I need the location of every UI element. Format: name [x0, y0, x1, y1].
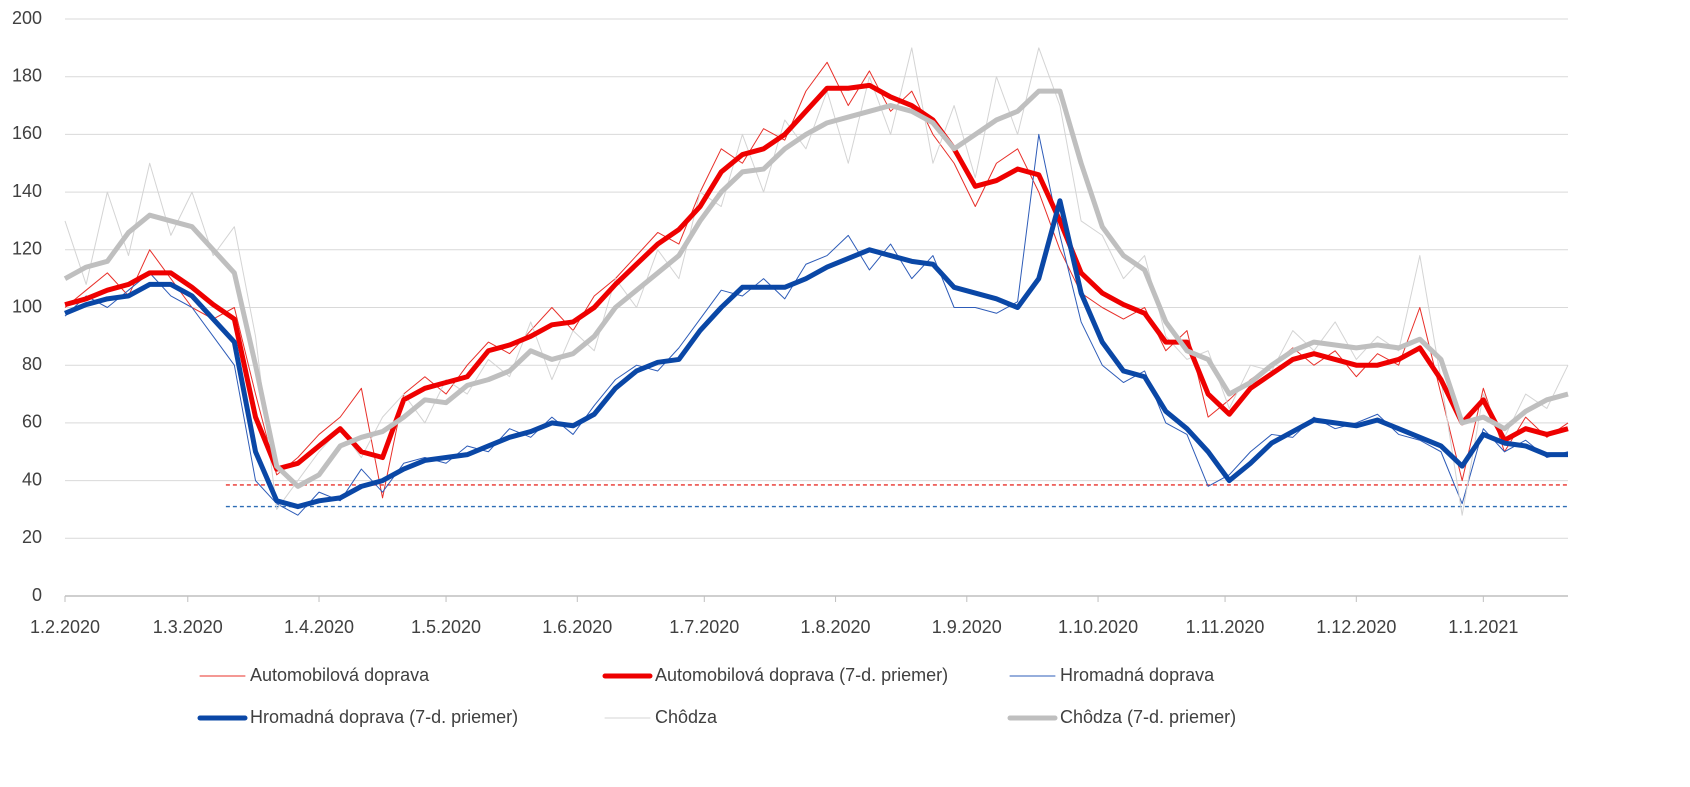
y-tick-label: 120: [12, 239, 42, 259]
x-tick-label: 1.3.2020: [153, 617, 223, 637]
legend-label: Hromadná doprava: [1060, 665, 1215, 685]
legend-label: Chôdza (7-d. priemer): [1060, 707, 1236, 727]
y-tick-label: 160: [12, 123, 42, 143]
x-tick-label: 1.10.2020: [1058, 617, 1138, 637]
x-tick-label: 1.7.2020: [669, 617, 739, 637]
series-line: [64, 47, 1569, 516]
y-tick-label: 40: [22, 469, 42, 489]
y-tick-label: 200: [12, 8, 42, 28]
x-tick-label: 1.1.2021: [1448, 617, 1518, 637]
series-line: [64, 133, 1569, 516]
y-tick-label: 20: [22, 527, 42, 547]
y-tick-label: 180: [12, 65, 42, 85]
x-tick-label: 1.5.2020: [411, 617, 481, 637]
x-tick-label: 1.11.2020: [1186, 617, 1265, 637]
series-line: [64, 198, 1568, 510]
x-tick-label: 1.9.2020: [932, 617, 1002, 637]
x-tick-label: 1.12.2020: [1316, 617, 1396, 637]
legend-label: Hromadná doprava (7-d. priemer): [250, 707, 518, 727]
series-line: [63, 88, 1569, 489]
y-tick-label: 0: [32, 585, 42, 605]
x-tick-label: 1.8.2020: [801, 617, 871, 637]
legend-label: Chôdza: [655, 707, 718, 727]
y-tick-label: 60: [22, 412, 42, 432]
x-tick-label: 1.2.2020: [30, 617, 100, 637]
y-tick-label: 100: [12, 296, 42, 316]
series-line: [64, 61, 1569, 499]
y-tick-label: 80: [22, 354, 42, 374]
x-tick-label: 1.4.2020: [284, 617, 354, 637]
legend-label: Automobilová doprava: [250, 665, 430, 685]
series-line: [64, 82, 1569, 472]
x-tick-label: 1.6.2020: [542, 617, 612, 637]
legend-label: Automobilová doprava (7-d. priemer): [655, 665, 948, 685]
y-tick-label: 140: [12, 181, 42, 201]
